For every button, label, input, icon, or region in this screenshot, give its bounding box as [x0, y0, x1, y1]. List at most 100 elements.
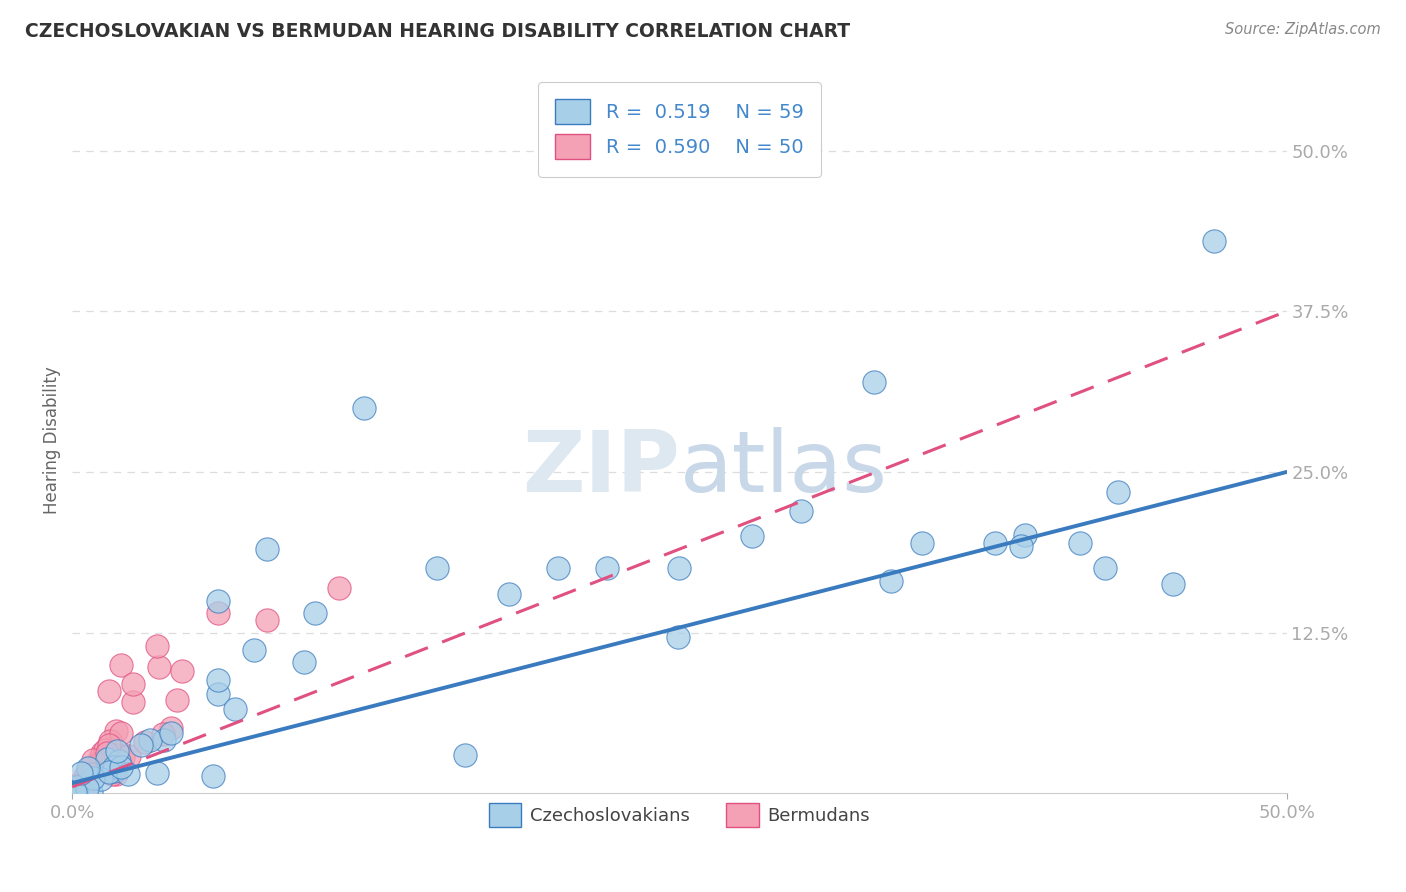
- Point: [97, 683, 120, 698]
- Point: [201, 768, 224, 782]
- Point: [129, 738, 152, 752]
- Point: [1202, 234, 1225, 248]
- Point: [75, 782, 97, 797]
- Text: ZIP: ZIP: [522, 426, 679, 509]
- Point: [104, 767, 127, 781]
- Point: [353, 401, 375, 415]
- Point: [91, 746, 114, 760]
- Point: [139, 732, 162, 747]
- Point: [146, 639, 169, 653]
- Point: [243, 643, 266, 657]
- Legend: Czechoslovakians, Bermudans: Czechoslovakians, Bermudans: [481, 797, 877, 834]
- Point: [879, 574, 901, 589]
- Point: [66, 780, 89, 794]
- Text: CZECHOSLOVAKIAN VS BERMUDAN HEARING DISABILITY CORRELATION CHART: CZECHOSLOVAKIAN VS BERMUDAN HEARING DISA…: [25, 22, 851, 41]
- Point: [72, 785, 94, 799]
- Point: [170, 665, 193, 679]
- Point: [63, 779, 86, 793]
- Point: [98, 733, 121, 747]
- Point: [93, 754, 115, 768]
- Point: [77, 761, 100, 775]
- Point: [256, 542, 278, 557]
- Point: [328, 581, 350, 595]
- Point: [160, 726, 183, 740]
- Point: [73, 769, 96, 783]
- Point: [153, 733, 176, 747]
- Point: [122, 677, 145, 691]
- Text: atlas: atlas: [679, 426, 887, 509]
- Point: [118, 748, 141, 763]
- Point: [96, 746, 118, 760]
- Point: [911, 535, 934, 549]
- Point: [103, 759, 125, 773]
- Point: [668, 561, 690, 575]
- Point: [110, 726, 132, 740]
- Point: [741, 529, 763, 543]
- Point: [110, 657, 132, 672]
- Point: [62, 780, 84, 795]
- Point: [134, 734, 156, 748]
- Point: [76, 781, 98, 796]
- Point: [69, 781, 91, 796]
- Point: [145, 766, 167, 780]
- Point: [103, 764, 125, 779]
- Point: [1094, 561, 1116, 575]
- Point: [207, 673, 229, 688]
- Point: [121, 695, 143, 709]
- Point: [82, 753, 104, 767]
- Point: [159, 721, 181, 735]
- Point: [292, 656, 315, 670]
- Point: [62, 785, 84, 799]
- Text: Source: ZipAtlas.com: Source: ZipAtlas.com: [1225, 22, 1381, 37]
- Point: [105, 724, 128, 739]
- Point: [152, 727, 174, 741]
- Point: [207, 687, 229, 701]
- Y-axis label: Hearing Disability: Hearing Disability: [44, 366, 60, 514]
- Point: [1161, 577, 1184, 591]
- Point: [166, 692, 188, 706]
- Point: [790, 503, 813, 517]
- Point: [82, 771, 104, 785]
- Point: [62, 785, 84, 799]
- Point: [117, 766, 139, 780]
- Point: [110, 760, 132, 774]
- Point: [425, 561, 447, 575]
- Point: [97, 764, 120, 779]
- Point: [62, 783, 84, 797]
- Point: [70, 785, 93, 799]
- Point: [101, 766, 124, 780]
- Point: [80, 766, 103, 780]
- Point: [96, 752, 118, 766]
- Point: [256, 613, 278, 627]
- Point: [70, 785, 93, 799]
- Point: [90, 755, 112, 769]
- Point: [94, 743, 117, 757]
- Point: [69, 784, 91, 798]
- Point: [984, 535, 1007, 549]
- Point: [498, 587, 520, 601]
- Point: [595, 561, 617, 575]
- Point: [62, 784, 84, 798]
- Point: [80, 784, 103, 798]
- Point: [90, 772, 112, 786]
- Point: [1069, 535, 1091, 549]
- Point: [1014, 528, 1036, 542]
- Point: [75, 772, 97, 786]
- Point: [304, 607, 326, 621]
- Point: [97, 738, 120, 752]
- Point: [224, 702, 246, 716]
- Point: [70, 765, 93, 780]
- Point: [72, 784, 94, 798]
- Point: [454, 747, 477, 762]
- Point: [67, 785, 90, 799]
- Point: [65, 785, 87, 799]
- Point: [105, 744, 128, 758]
- Point: [79, 761, 101, 775]
- Point: [862, 375, 884, 389]
- Point: [148, 659, 170, 673]
- Point: [63, 782, 86, 797]
- Point: [73, 778, 96, 792]
- Point: [89, 751, 111, 765]
- Point: [1010, 539, 1032, 553]
- Point: [63, 785, 86, 799]
